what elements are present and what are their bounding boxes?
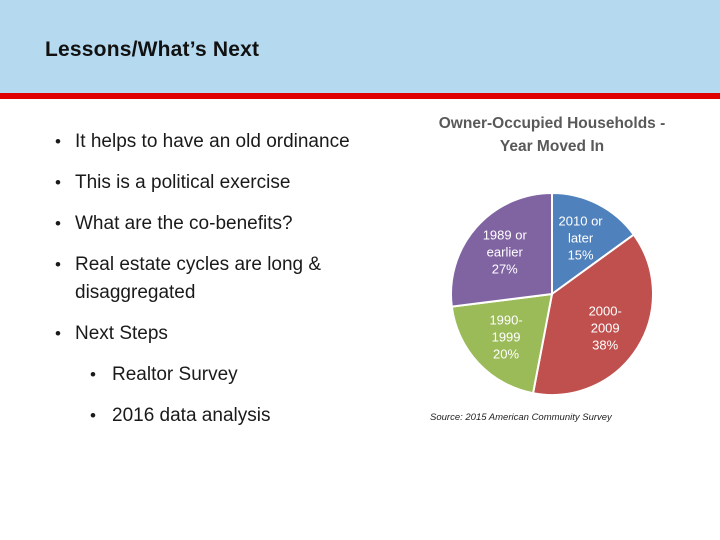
bullet-icon: • (55, 173, 61, 192)
bullet-item: • Real estate cycles are long & disaggreg… (45, 251, 385, 307)
bullet-item: • 2016 data analysis (45, 402, 385, 430)
bullet-item: • Next Steps (45, 320, 385, 348)
bullet-text: Realtor Survey (112, 364, 238, 385)
pie-chart-svg (450, 192, 654, 396)
bullet-icon: • (90, 406, 96, 425)
divider-line (0, 93, 720, 99)
bullet-item: • It helps to have an old ordinance (45, 128, 385, 156)
header-band (0, 0, 720, 93)
pie-slice-label: 2010 or later 15% (558, 213, 603, 263)
bullet-icon: • (55, 132, 61, 151)
pie-slice (450, 192, 553, 308)
pie-slice-label: 1989 or earlier 27% (482, 227, 527, 277)
bullet-item: • This is a political exercise (45, 169, 385, 197)
pie-slice (532, 233, 654, 396)
pie-slice (450, 293, 553, 395)
bullet-text: This is a political exercise (75, 172, 291, 193)
bullet-text: It helps to have an old ordinance (75, 131, 350, 152)
source-note: Source: 2015 American Community Survey (430, 412, 612, 423)
bullet-text: Next Steps (75, 323, 168, 344)
pie-slice-label: 2000- 2009 38% (588, 303, 622, 353)
chart-title: Owner-Occupied Households - Year Moved I… (438, 115, 666, 155)
pie-chart-panel: Owner-Occupied Households - Year Moved I… (410, 108, 712, 433)
bullet-icon: • (90, 365, 96, 384)
bullet-icon: • (55, 255, 61, 274)
pie-slice-label: 1990- 1999 20% (489, 312, 523, 362)
bullet-list: • It helps to have an old ordinance • This … (45, 128, 385, 443)
pie-chart: 2010 or later 15% 2000- 2009 38% 1990- 1999 20% 1… (448, 190, 656, 398)
bullet-text: What are the co-benefits? (75, 213, 293, 234)
bullet-item: • What are the co-benefits? (45, 210, 385, 238)
page-title: Lessons/What’s Next (45, 38, 260, 61)
pie-slice (551, 192, 635, 295)
bullet-item: • Realtor Survey (45, 361, 385, 389)
bullet-icon: • (55, 324, 61, 343)
bullet-icon: • (55, 214, 61, 233)
bullet-text: 2016 data analysis (112, 405, 271, 426)
bullet-text: Real estate cycles are long & disaggrega… (75, 254, 322, 303)
